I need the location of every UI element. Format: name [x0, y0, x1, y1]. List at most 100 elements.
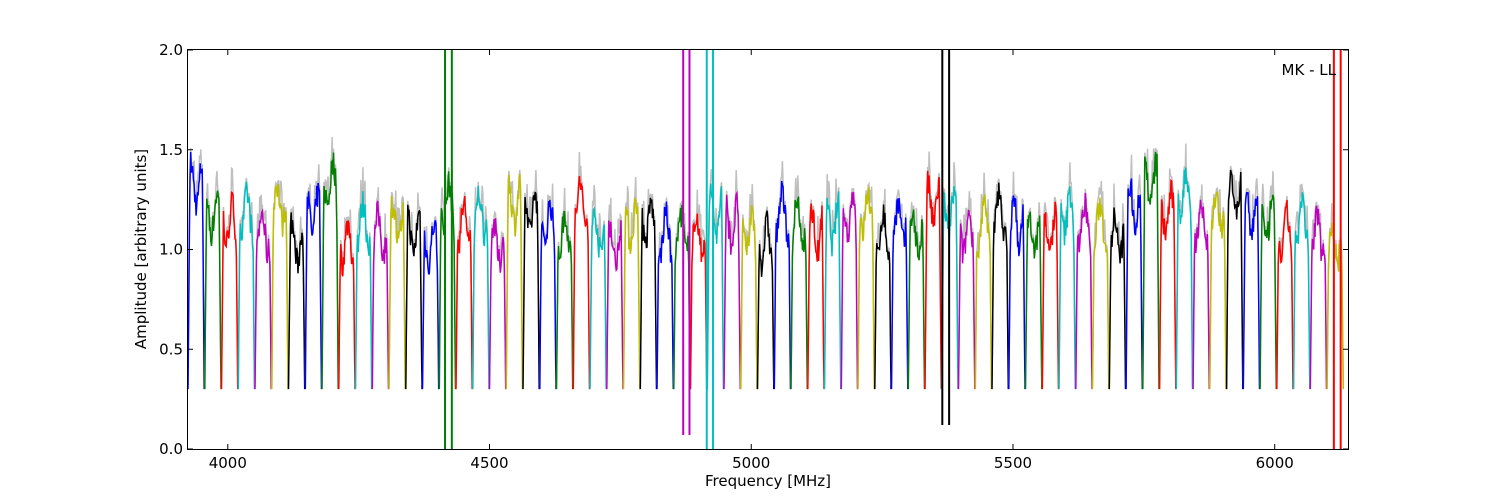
reference-channel-line: [1108, 183, 1127, 386]
channel-line: [555, 210, 574, 390]
channel-line: [689, 213, 708, 390]
reference-channel-line: [656, 197, 675, 386]
reference-channel-line: [1192, 184, 1211, 386]
reference-channel-line: [572, 151, 591, 386]
reference-channel-line: [907, 201, 926, 386]
channel-line: [321, 152, 339, 390]
channel-line: [673, 204, 691, 390]
channel-line: [371, 200, 390, 390]
channel-line: [807, 203, 825, 390]
channel-line: [539, 199, 557, 390]
channel-line: [1175, 167, 1194, 390]
reference-channel-line: [773, 161, 792, 386]
channel-line: [188, 151, 205, 390]
channel-line: [1125, 178, 1144, 390]
channel-line: [606, 220, 624, 390]
baseline-annotation: MK - LL: [1282, 61, 1337, 79]
channel-line: [1041, 201, 1060, 390]
channel-line: [756, 210, 775, 390]
channel-line: [1075, 192, 1093, 390]
channel-line: [254, 208, 272, 390]
channel-line: [220, 190, 239, 390]
y-tick-label: 0.0: [159, 440, 183, 458]
channel-line: [924, 170, 943, 390]
channel-line: [823, 191, 842, 390]
channel-line: [706, 183, 725, 390]
reference-channel-line: [1309, 201, 1328, 386]
channel-line: [1276, 199, 1294, 390]
channel-line: [354, 191, 373, 390]
channel-line: [1091, 197, 1110, 390]
channel-line: [622, 197, 641, 390]
channel-line: [589, 206, 607, 390]
reference-channel-line: [1008, 171, 1026, 386]
y-tick-label: 2.0: [159, 41, 183, 59]
x-tick-label: 5000: [732, 454, 770, 472]
reference-channel-line: [1075, 188, 1093, 386]
channel-line: [790, 196, 809, 390]
channel-line: [723, 190, 742, 390]
channel-line: [1225, 169, 1244, 390]
reference-channel-line: [689, 189, 708, 386]
channel-line: [857, 185, 876, 390]
x-tick-label: 6000: [1256, 454, 1294, 472]
reference-channel-line: [287, 206, 306, 386]
plot-frame: [187, 49, 1349, 450]
x-tick-label: 4500: [470, 454, 508, 472]
channel-line: [338, 220, 356, 390]
reference-channel-line: [237, 177, 256, 386]
channel-line: [1108, 207, 1127, 390]
channel-line: [974, 193, 993, 390]
channel-line: [421, 220, 440, 390]
reference-channel-line: [220, 166, 239, 386]
channel-line: [455, 196, 473, 390]
channel-line: [773, 180, 792, 390]
x-axis-label: Frequency [MHz]: [705, 472, 831, 490]
reference-channel-line: [957, 191, 976, 386]
channel-line: [1209, 191, 1227, 390]
channel-line: [522, 191, 540, 390]
channel-line: [287, 212, 306, 390]
reference-channel-line: [1259, 170, 1278, 386]
channel-line: [890, 197, 909, 390]
plot-area: [188, 50, 1345, 449]
channel-line: [639, 197, 658, 390]
reference-channel-line: [622, 177, 641, 386]
reference-channel-line: [1292, 183, 1311, 386]
channel-line: [237, 181, 256, 390]
x-tick-label: 5500: [994, 454, 1032, 472]
channel-line: [1142, 151, 1160, 390]
reference-channel-line: [673, 200, 691, 386]
y-tick-label: 0.5: [159, 340, 183, 358]
channel-line: [957, 209, 976, 390]
channel-line: [991, 182, 1010, 390]
y-tick-label: 1.5: [159, 141, 183, 159]
channel-line: [907, 209, 926, 390]
channel-line: [656, 201, 675, 390]
channel-line: [488, 218, 507, 390]
channel-line: [505, 173, 524, 390]
channel-line: [572, 175, 591, 390]
reference-channel-line: [924, 151, 943, 386]
channel-line: [1259, 194, 1278, 390]
channel-line: [1309, 205, 1328, 390]
channel-line: [304, 182, 323, 390]
x-tick-label: 4000: [209, 454, 247, 472]
channel-line: [1242, 192, 1261, 390]
reference-channel-line: [338, 209, 356, 386]
channel-line: [1024, 211, 1043, 390]
y-tick-label: 1.0: [159, 241, 183, 259]
channel-line: [840, 192, 859, 390]
channel-line: [405, 204, 423, 390]
channel-line: [388, 196, 406, 390]
axis-ticks: 4000 4500 5000 5500 6000 0.0 0.5 1.0 1.5 2.0: [159, 41, 1348, 472]
y-axis-label: Amplitude [arbitrary units]: [132, 149, 150, 349]
reference-channel-line: [740, 184, 758, 386]
channel-line: [204, 190, 222, 390]
reference-channel-line: [455, 192, 473, 386]
channel-line: [1158, 178, 1177, 390]
channel-line: [472, 185, 490, 390]
channel-line: [1192, 199, 1211, 390]
channel-line: [740, 205, 758, 390]
